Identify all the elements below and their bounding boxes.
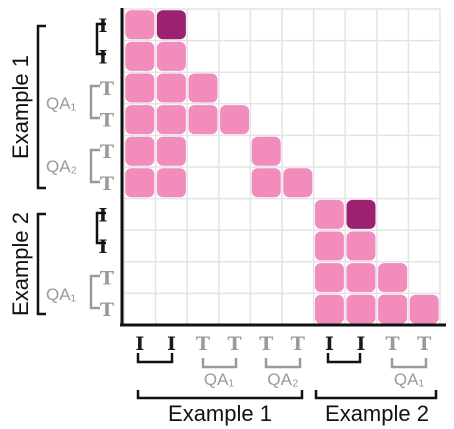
col-token-text: T bbox=[417, 333, 431, 355]
row-qa1-label: QA₁ bbox=[46, 94, 77, 113]
mask-cell bbox=[346, 263, 376, 293]
mask-cell bbox=[314, 199, 344, 229]
col-qa2-bracket-1 bbox=[264, 358, 302, 369]
row-example2-bracket bbox=[36, 212, 46, 316]
mask-cell-highlight bbox=[156, 10, 186, 40]
col-qa2-label: QA₂ bbox=[267, 370, 298, 389]
mask-cell bbox=[346, 294, 376, 324]
row-token-text: T bbox=[100, 268, 114, 290]
mask-cell bbox=[156, 41, 186, 71]
mask-cell bbox=[378, 294, 408, 324]
mask-cell bbox=[125, 168, 155, 198]
col-example2-bracket bbox=[314, 390, 438, 400]
mask-cell bbox=[156, 73, 186, 103]
row-qa1-bracket-2 bbox=[89, 274, 100, 310]
col-token-image: I bbox=[135, 333, 144, 355]
row-qa1-bracket-1 bbox=[89, 84, 100, 120]
row-token-image: I bbox=[99, 204, 108, 226]
col-token-text: T bbox=[196, 333, 210, 355]
mask-cell bbox=[188, 73, 218, 103]
mask-cell bbox=[314, 263, 344, 293]
col-token-image: I bbox=[357, 333, 366, 355]
row-qa1-label-2: QA₁ bbox=[46, 285, 77, 304]
row-example2-label: Example 2 bbox=[8, 212, 33, 316]
col-token-image: I bbox=[325, 333, 334, 355]
col-qa1-label: QA₁ bbox=[204, 370, 235, 389]
bottom-brackets bbox=[136, 353, 438, 400]
mask-cell-highlight bbox=[346, 199, 376, 229]
row-example1-label: Example 1 bbox=[8, 55, 33, 159]
mask-cell bbox=[251, 168, 281, 198]
mask-cell bbox=[314, 294, 344, 324]
mask-cells bbox=[125, 10, 439, 324]
row-image-bracket-2 bbox=[95, 211, 106, 245]
mask-cell bbox=[220, 105, 250, 135]
row-token-image: I bbox=[99, 15, 108, 37]
col-image-bracket-2 bbox=[326, 353, 362, 364]
row-token-image: I bbox=[99, 46, 108, 68]
col-qa1-bracket-1 bbox=[201, 358, 238, 369]
left-brackets bbox=[36, 22, 106, 316]
row-token-text: T bbox=[100, 110, 114, 132]
col-token-text: T bbox=[228, 333, 242, 355]
mask-cell bbox=[125, 73, 155, 103]
row-qa2-bracket-1 bbox=[89, 148, 100, 184]
col-token-text: T bbox=[259, 333, 273, 355]
mask-cell bbox=[283, 168, 313, 198]
row-image-bracket-1 bbox=[95, 22, 106, 56]
mask-cell bbox=[156, 136, 186, 166]
row-token-image: I bbox=[99, 236, 108, 258]
row-token-text: T bbox=[100, 78, 114, 100]
col-token-image: I bbox=[167, 333, 176, 355]
mask-cell bbox=[378, 263, 408, 293]
mask-cell bbox=[314, 231, 344, 261]
col-image-bracket-1 bbox=[136, 353, 174, 364]
row-example1-bracket bbox=[36, 24, 46, 190]
col-qa1-label-2: QA₁ bbox=[394, 370, 425, 389]
col-example1-label: Example 1 bbox=[168, 401, 272, 426]
col-example2-label: Example 2 bbox=[325, 401, 429, 426]
mask-cell bbox=[346, 231, 376, 261]
mask-cell bbox=[125, 10, 155, 40]
mask-cell bbox=[251, 136, 281, 166]
col-token-text: T bbox=[386, 333, 400, 355]
row-qa2-label: QA₂ bbox=[46, 157, 77, 176]
mask-cell bbox=[156, 168, 186, 198]
col-token-text: T bbox=[291, 333, 305, 355]
mask-cell bbox=[125, 136, 155, 166]
row-token-text: T bbox=[100, 173, 114, 195]
col-qa1-bracket-2 bbox=[390, 358, 428, 369]
row-token-text: T bbox=[100, 141, 114, 163]
row-token-text: T bbox=[100, 299, 114, 321]
mask-cell bbox=[125, 105, 155, 135]
mask-cell bbox=[409, 294, 439, 324]
mask-cell bbox=[125, 41, 155, 71]
mask-cell bbox=[156, 105, 186, 135]
col-example1-bracket bbox=[136, 390, 304, 400]
mask-cell bbox=[188, 105, 218, 135]
